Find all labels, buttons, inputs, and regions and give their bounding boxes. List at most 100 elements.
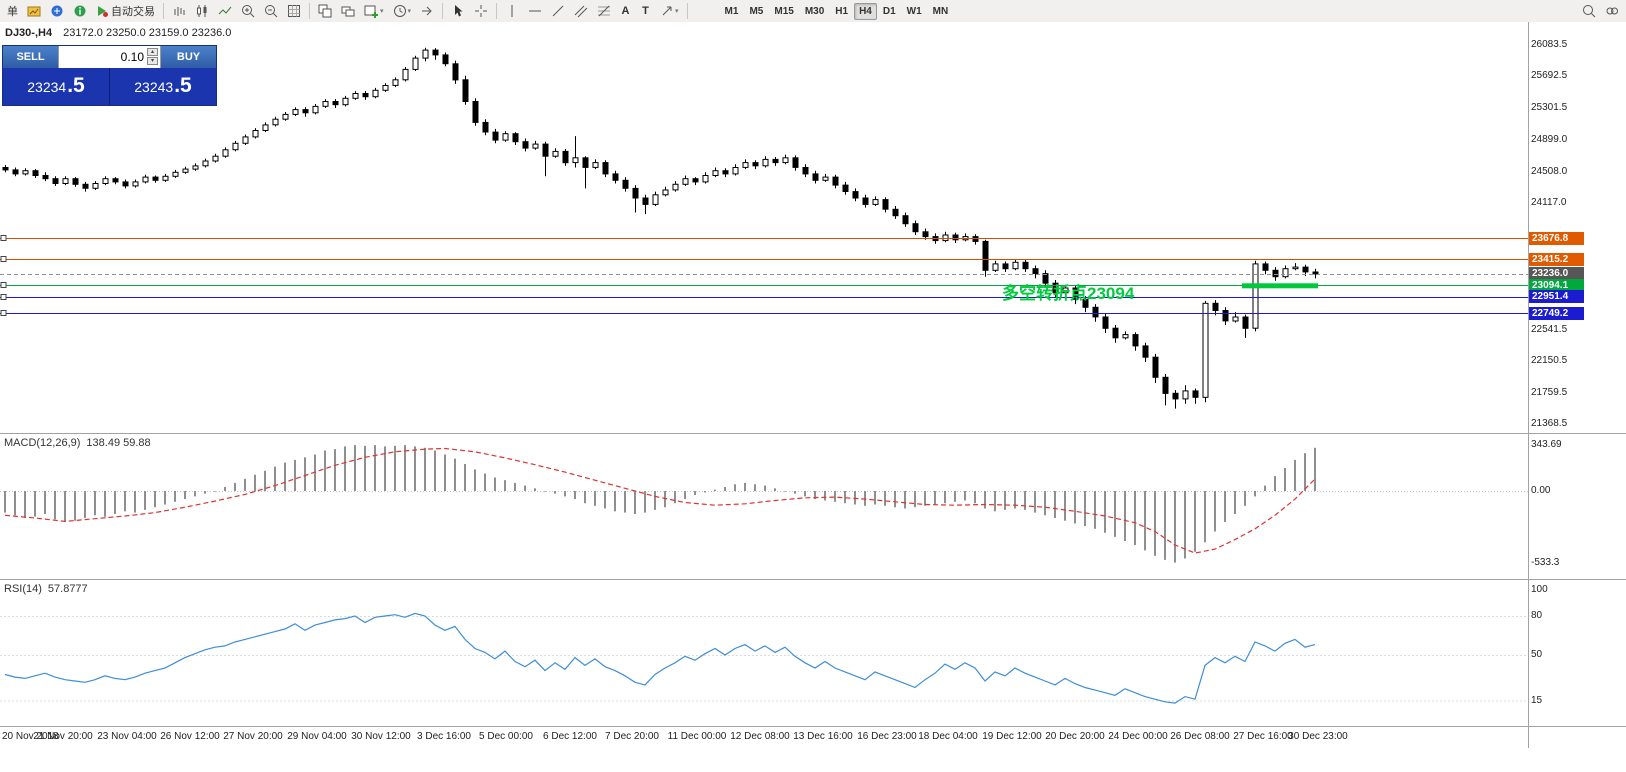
chart-ohlc-header: DJ30-,H4 23172.0 23250.0 23159.0 23236.0 — [5, 27, 231, 39]
vertical-line-icon — [511, 5, 513, 17]
price-axis-label: 25301.5 — [1531, 101, 1568, 113]
time-axis-label: 20 Nov 2018 — [2, 731, 59, 742]
sell-button[interactable]: SELL — [3, 46, 58, 68]
buy-button[interactable]: BUY — [161, 46, 216, 68]
market-watch-icon — [51, 5, 63, 17]
community-icon — [1606, 7, 1618, 15]
time-axis-label: 16 Dec 23:00 — [857, 731, 917, 742]
volume-down-button[interactable]: ▾ — [147, 57, 158, 65]
time-axis-label: 6 Dec 12:00 — [543, 731, 597, 742]
tile-windows-button[interactable] — [314, 2, 336, 21]
zoom-in-button[interactable] — [237, 2, 259, 21]
cascade-windows-button[interactable] — [337, 2, 359, 21]
timeframe-button-mn[interactable]: MN — [928, 3, 954, 20]
text-icon: A — [621, 5, 630, 17]
price-axis-label: 24117.0 — [1531, 197, 1567, 209]
panel-border[interactable] — [0, 579, 1626, 580]
one-click-trading-panel: SELL 0.10 ▴ ▾ BUY 23234 .5 23243 .5 — [2, 45, 217, 106]
price-axis-label: 24508.0 — [1531, 165, 1568, 177]
time-axis-label: 13 Dec 16:00 — [793, 731, 853, 742]
trendline-tool-button[interactable] — [547, 2, 569, 21]
rsi-panel-canvas[interactable] — [0, 580, 1528, 726]
new-order-label: 单 — [7, 6, 18, 18]
text-tool-button[interactable]: A — [616, 2, 635, 21]
vertical-line-tool-button[interactable] — [501, 2, 523, 21]
macd-axis-label: 0.00 — [1531, 485, 1551, 496]
zoom-out-icon — [265, 5, 278, 18]
data-window-button[interactable] — [69, 2, 91, 21]
timeframe-button-h4[interactable]: H4 — [854, 2, 877, 20]
candle-chart-button[interactable] — [191, 2, 213, 21]
search-button[interactable] — [1578, 2, 1600, 21]
search-icon — [1583, 5, 1596, 18]
ask-price: 23243 .5 — [109, 68, 216, 105]
fibonacci-icon — [598, 5, 611, 17]
main-chart-canvas[interactable] — [0, 22, 1528, 433]
timeframe-button-m15[interactable]: M15 — [769, 3, 798, 20]
crosshair-tool-button[interactable] — [470, 2, 492, 21]
community-button[interactable] — [1601, 2, 1623, 21]
market-watch-button[interactable] — [46, 2, 68, 21]
timeframe-button-m30[interactable]: M30 — [800, 3, 829, 20]
time-axis-label: 29 Nov 04:00 — [287, 731, 347, 742]
panel-border[interactable] — [0, 433, 1626, 434]
price-line-tag: 22749.2 — [1529, 306, 1584, 320]
volume-up-button[interactable]: ▴ — [147, 48, 158, 56]
ask-main-digits: 23243 — [134, 79, 174, 95]
grid-button[interactable] — [283, 2, 305, 21]
macd-panel-canvas[interactable] — [0, 434, 1528, 579]
timeframe-button-w1[interactable]: W1 — [902, 3, 927, 20]
time-axis-label: 30 Nov 12:00 — [351, 731, 411, 742]
time-axis-label: 26 Dec 08:00 — [1170, 731, 1230, 742]
price-axis-label: 22541.5 — [1531, 323, 1568, 335]
cascade-windows-icon — [341, 6, 355, 17]
new-chart-icon — [364, 5, 378, 18]
timeframe-button-d1[interactable]: D1 — [878, 3, 901, 20]
panel-border — [0, 726, 1626, 727]
rsi-title: RSI(14) — [4, 583, 42, 595]
tile-windows-icon — [318, 4, 332, 18]
rsi-axis-label: 50 — [1531, 649, 1543, 660]
charts-grid-icon — [27, 6, 41, 17]
time-axis-label: 27 Dec 16:00 — [1233, 731, 1293, 742]
arrows-tool-button[interactable]: ▾ — [656, 2, 683, 21]
time-axis-label: 5 Dec 00:00 — [479, 731, 533, 742]
price-axis-label: 24899.0 — [1531, 134, 1568, 146]
timeframe-button-m5[interactable]: M5 — [744, 3, 768, 20]
timeframe-toolbar: M1 M5 M15 M30 H1 H4 D1 W1 MN — [720, 2, 954, 20]
cursor-icon — [455, 5, 463, 17]
horizontal-line-icon — [529, 10, 542, 12]
bid-price: 23234 .5 — [3, 68, 109, 105]
chart-shift-button[interactable] — [416, 2, 438, 21]
period-clock-button[interactable]: ▾ — [389, 2, 416, 21]
bar-chart-button[interactable] — [168, 2, 190, 21]
horizontal-line-tool-button[interactable] — [524, 2, 546, 21]
toolbar-separator — [309, 3, 310, 19]
chart-window: DJ30-,H4 23172.0 23250.0 23159.0 23236.0… — [0, 22, 1626, 772]
trendline-icon — [552, 5, 564, 17]
cursor-tool-button[interactable] — [447, 2, 469, 21]
autotrade-button[interactable]: 自动交易 — [92, 2, 159, 21]
symbol-label: DJ30-,H4 — [5, 27, 53, 39]
fibonacci-tool-button[interactable] — [593, 2, 615, 21]
zoom-out-button[interactable] — [260, 2, 282, 21]
volume-value: 0.10 — [120, 50, 144, 64]
rsi-axis-label: 80 — [1531, 610, 1543, 621]
charts-grid-button[interactable] — [23, 2, 45, 21]
new-order-button[interactable]: 单 — [3, 2, 22, 21]
channel-tool-button[interactable] — [570, 2, 592, 21]
dropdown-caret-icon: ▾ — [407, 8, 412, 15]
line-chart-button[interactable] — [214, 2, 236, 21]
timeframe-button-h1[interactable]: H1 — [830, 3, 853, 20]
time-axis-label: 23 Nov 04:00 — [97, 731, 157, 742]
dropdown-caret-icon: ▾ — [380, 8, 384, 15]
label-tool-button[interactable]: T — [636, 2, 655, 21]
volume-input[interactable]: 0.10 ▴ ▾ — [58, 46, 161, 68]
timeframe-button-m1[interactable]: M1 — [720, 3, 744, 20]
time-axis-label: 12 Dec 08:00 — [730, 731, 790, 742]
time-axis-label: 21 Nov 20:00 — [33, 731, 93, 742]
new-chart-button[interactable]: ▾ — [360, 2, 388, 21]
price-axis-label: 21368.5 — [1531, 418, 1568, 429]
price-scale-divider — [1528, 22, 1529, 748]
chart-annotation[interactable]: 多空转折点23094 — [1002, 284, 1135, 303]
